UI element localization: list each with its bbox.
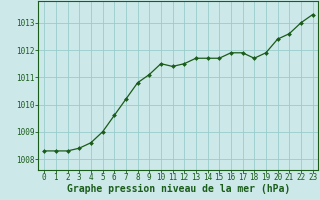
X-axis label: Graphe pression niveau de la mer (hPa): Graphe pression niveau de la mer (hPa) xyxy=(67,184,290,194)
